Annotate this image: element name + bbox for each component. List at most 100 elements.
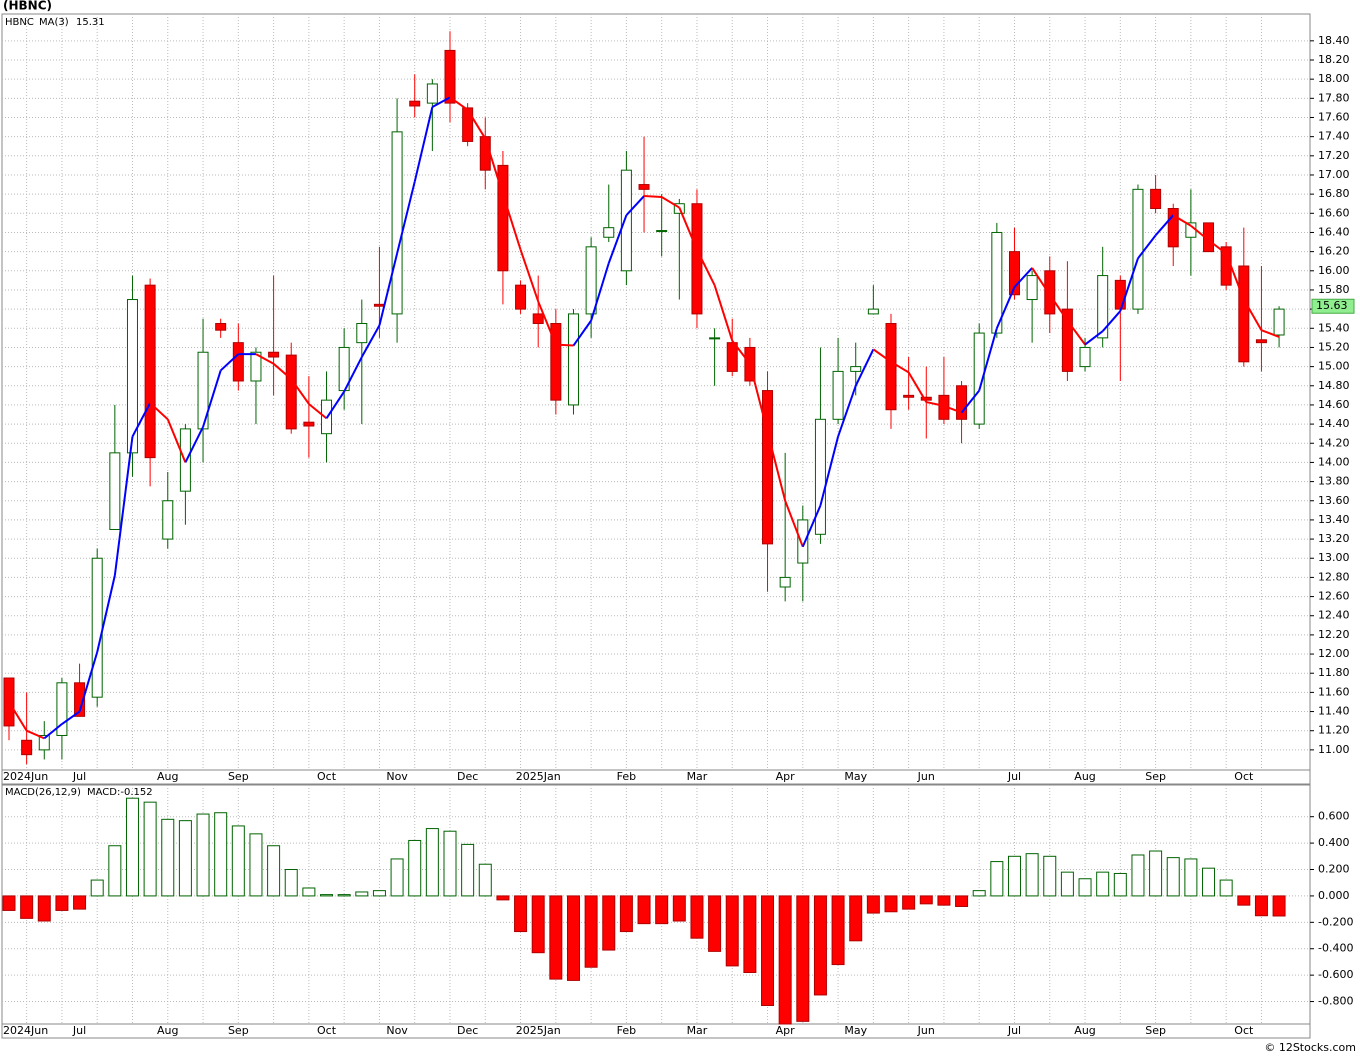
ma-line	[466, 109, 487, 140]
ma-line	[1190, 224, 1210, 241]
x-tick-label: Aug	[1074, 770, 1095, 783]
candle-body	[356, 322, 368, 344]
x-tick-label: 2024Jun	[3, 770, 48, 783]
ma-line	[8, 701, 28, 732]
candle-body	[232, 342, 244, 382]
candle-body	[885, 322, 897, 411]
y-tick-label: 15.20	[1318, 340, 1350, 353]
ma-line	[643, 195, 662, 199]
candle-body	[762, 390, 774, 545]
macd-bar	[990, 861, 1004, 897]
macd-bar	[849, 895, 863, 942]
macd-bar	[143, 801, 157, 897]
macd-bar	[1131, 854, 1145, 897]
candle-body	[850, 366, 862, 372]
y-tick-label: 13.80	[1318, 475, 1350, 488]
ma-line	[26, 729, 45, 740]
candle-body	[1097, 275, 1109, 339]
y-tick-label: 12.40	[1318, 609, 1350, 622]
y-tick-label: -0.200	[1318, 915, 1353, 928]
candle-body	[444, 49, 456, 104]
y-tick-label: 16.20	[1318, 245, 1350, 258]
ma-line	[696, 249, 716, 286]
macd-bar	[73, 895, 87, 910]
ma-line	[431, 96, 451, 108]
candle-body	[38, 735, 50, 751]
macd-bar	[320, 894, 334, 897]
x-tick-label: Jul	[72, 1024, 86, 1037]
ma-line	[202, 370, 222, 428]
y-tick-label: 0.400	[1318, 836, 1350, 849]
y-tick-label: 18.40	[1318, 34, 1350, 47]
macd-bar	[1166, 857, 1180, 897]
y-tick-label: 12.00	[1318, 647, 1350, 660]
x-tick-label: Jul	[72, 770, 86, 783]
macd-bar	[1149, 850, 1163, 897]
x-axis-band	[1, 1023, 1311, 1039]
candle-body	[91, 557, 103, 698]
candle-body	[709, 337, 721, 340]
candle-body	[3, 677, 15, 727]
y-tick-label: 11.20	[1318, 724, 1350, 737]
macd-bar	[478, 863, 492, 897]
candle-body	[1061, 308, 1073, 372]
ma-line	[537, 301, 557, 345]
y-tick-label: 11.40	[1318, 705, 1350, 718]
macd-bar	[496, 895, 510, 901]
candle-body	[973, 332, 985, 425]
macd-bar	[390, 858, 404, 897]
macd-bar	[866, 895, 880, 914]
macd-bar	[161, 818, 175, 897]
ma-line	[960, 389, 980, 414]
candle-body	[532, 313, 544, 324]
ma-line	[378, 253, 399, 326]
ma-line	[555, 343, 574, 347]
ma-line	[1066, 320, 1086, 346]
last-price-label: 15.63	[1316, 299, 1348, 312]
ma-line	[96, 575, 116, 653]
footer: © 12Stocks.com	[1264, 1041, 1356, 1054]
candle-body	[74, 682, 86, 717]
macd-bar	[584, 895, 598, 968]
candle-body	[585, 246, 597, 315]
legend-name: HBNC	[5, 17, 34, 28]
ma-line	[220, 353, 239, 372]
macd-bar	[619, 895, 633, 933]
ma-line	[325, 390, 345, 419]
macd-bar	[813, 895, 827, 996]
y-tick-label: 12.20	[1318, 628, 1350, 641]
panel-title: MACD(26,12,9)	[5, 787, 81, 798]
candle-body	[867, 308, 879, 315]
ma-line	[113, 436, 134, 576]
macd-bar	[1272, 895, 1286, 917]
candle-body	[1026, 275, 1038, 301]
y-tick-label: 17.00	[1318, 168, 1350, 181]
macd-bar	[20, 895, 34, 919]
macd-bar	[884, 895, 898, 913]
macd-bar	[178, 820, 192, 897]
ma-line	[607, 214, 628, 264]
macd-bar	[972, 890, 986, 897]
macd-bar	[549, 895, 563, 980]
y-tick-label: 16.40	[1318, 225, 1350, 238]
macd-bar	[372, 890, 386, 897]
ma-line	[255, 353, 275, 365]
ma-line	[61, 710, 81, 725]
y-tick-label: 15.00	[1318, 360, 1350, 373]
y-tick-label: 11.00	[1318, 743, 1350, 756]
ma-line	[1119, 258, 1139, 312]
y-tick-label: 11.60	[1318, 685, 1350, 698]
ma-line	[572, 320, 592, 347]
candle-body	[779, 576, 791, 588]
candle-body	[1044, 270, 1056, 315]
ma-line	[678, 207, 698, 251]
ma-line	[1225, 253, 1245, 300]
x-tick-label: Oct	[1234, 770, 1254, 783]
ma-line	[449, 96, 469, 111]
macd-bar	[1078, 878, 1092, 897]
candle-body	[303, 421, 315, 427]
ma-line	[166, 418, 187, 463]
y-tick-label: 12.60	[1318, 590, 1350, 603]
ma-line	[519, 249, 540, 302]
candle-body	[250, 351, 262, 382]
